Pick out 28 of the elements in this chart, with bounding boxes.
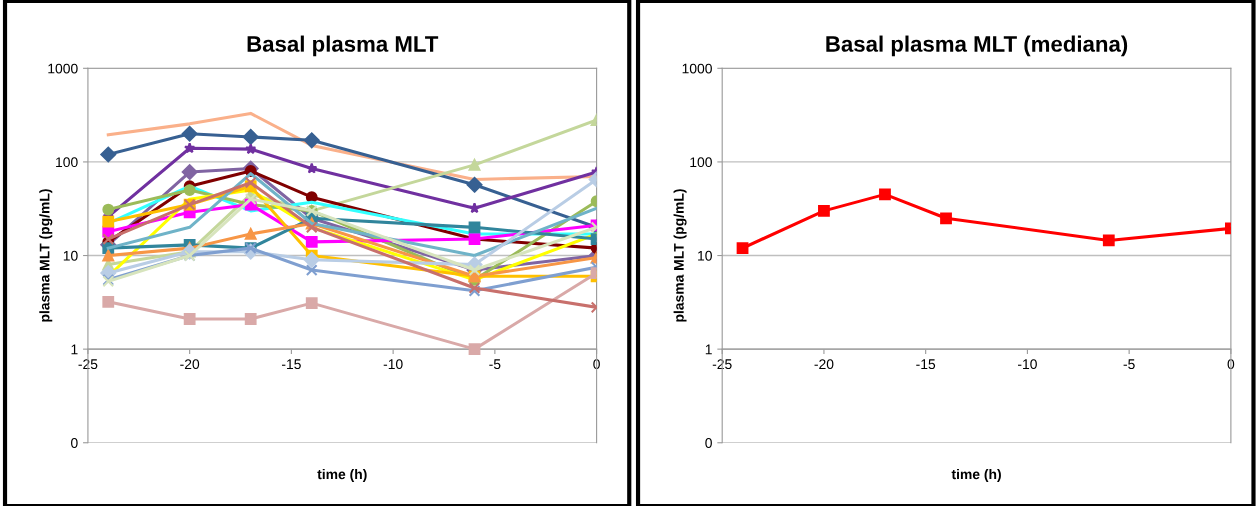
x-tick-label: -15 [281,359,301,370]
x-tick-label: -10 [1017,359,1037,370]
y-tick-label: 10 [63,250,78,261]
y-tick-label: 100 [690,157,712,168]
y-tick-label: 10 [698,250,712,261]
x-tick-label: 0 [593,359,600,370]
x-tick-label: -20 [814,359,834,370]
y-axis-title: plasma MLT (pg/mL) [39,189,53,322]
x-axis-title: time (h) [951,468,1001,482]
x-tick-label: -25 [712,359,732,370]
y-tick-label: 1000 [48,63,78,74]
x-tick-label: -10 [383,359,403,370]
x-tick-label: -5 [1123,359,1135,370]
y-tick-label: 1 [71,344,78,355]
y-tick-label: 1 [705,344,712,355]
chart-title: Basal plasma MLT (mediana) [826,35,1128,57]
x-axis-title: time (h) [317,468,367,482]
x-tick-label: -20 [180,359,200,370]
x-tick-label: -15 [916,359,936,370]
y-tick-label: 0 [71,438,78,448]
chart-title: Basal plasma MLT [247,35,439,57]
y-tick-label: 1000 [682,63,712,74]
x-tick-label: -25 [78,359,98,370]
y-tick-label: 0 [705,438,712,448]
x-tick-label: -5 [489,359,501,370]
y-tick-label: 100 [56,157,78,168]
x-tick-label: 0 [1227,359,1235,370]
y-axis-title: plasma MLT (pg/mL) [673,189,687,322]
